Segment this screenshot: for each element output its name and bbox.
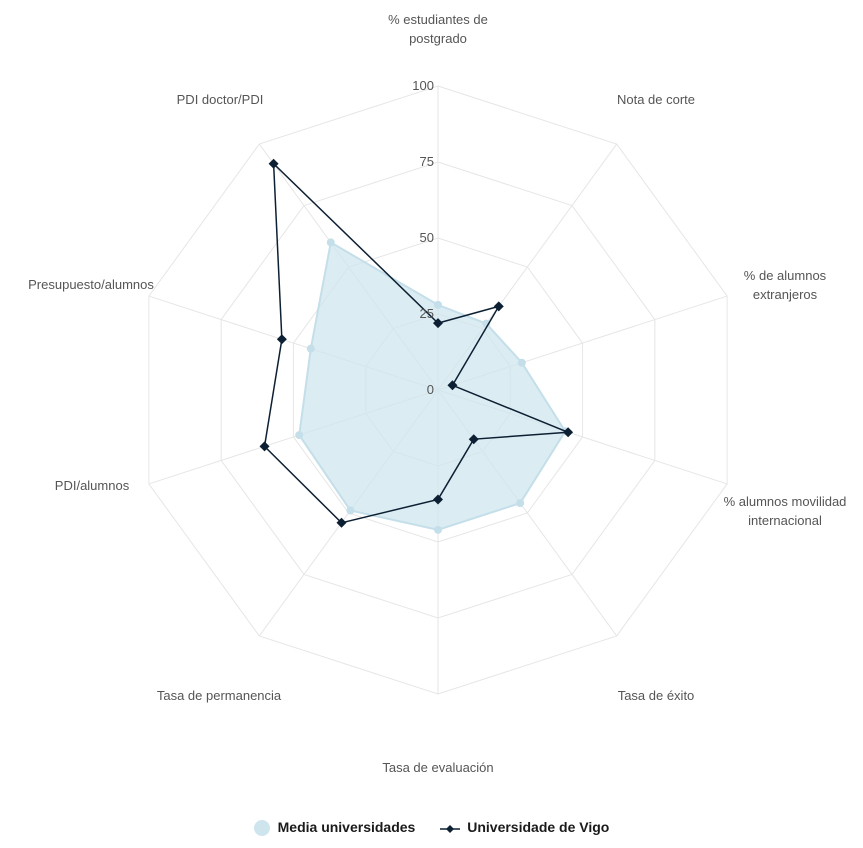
legend-marker-vigo (440, 824, 461, 833)
tick-label: 75 (420, 154, 434, 169)
data-point-vigo[interactable] (268, 158, 279, 169)
data-point-media[interactable] (326, 238, 335, 247)
category-labels: % estudiantes de postgrado Nota de corte % … (28, 12, 846, 775)
data-point-vigo[interactable] (336, 517, 347, 528)
radial-tick-labels: 0 25 50 75 100 (412, 78, 434, 397)
data-point-vigo[interactable] (493, 301, 504, 312)
legend-label-media: Media universidades (277, 818, 416, 835)
data-point-vigo[interactable] (433, 494, 443, 505)
data-point-media[interactable] (516, 499, 525, 508)
category-label: Tasa de evaluación (382, 760, 493, 775)
data-point-vigo[interactable] (259, 441, 270, 452)
tick-label: 50 (420, 230, 434, 245)
data-point-media[interactable] (346, 506, 355, 515)
category-label: % de alumnos extranjeros (744, 268, 827, 302)
data-point-media[interactable] (517, 358, 526, 367)
data-point-vigo[interactable] (447, 380, 458, 391)
data-point-media[interactable] (306, 344, 315, 353)
category-label: % alumnos movilidad internacional (724, 494, 847, 528)
tick-label: 25 (420, 306, 434, 321)
category-label: PDI doctor/PDI (177, 92, 264, 107)
category-label: Presupuesto/alumnos (28, 277, 154, 292)
data-point-vigo[interactable] (563, 427, 574, 438)
legend-label-vigo: Universidade de Vigo (467, 819, 610, 836)
legend-item-media[interactable]: Media universidades (253, 818, 416, 836)
category-label: Tasa de permanencia (157, 688, 282, 703)
category-label: PDI/alumnos (55, 478, 130, 493)
data-point-vigo[interactable] (276, 334, 287, 345)
legend-marker-media (253, 819, 270, 836)
tick-label: 100 (412, 78, 434, 93)
category-label: Nota de corte (617, 92, 695, 107)
legend: Media universidades Universidade de Vigo (0, 818, 863, 836)
data-point-media[interactable] (434, 525, 442, 534)
tick-label: 0 (427, 382, 434, 397)
category-label: % estudiantes de postgrado (388, 12, 488, 46)
data-point-vigo[interactable] (468, 434, 479, 445)
data-point-vigo[interactable] (433, 318, 443, 329)
data-point-media[interactable] (295, 431, 304, 440)
legend-item-vigo[interactable]: Universidade de Vigo (439, 819, 609, 835)
category-label: Tasa de éxito (618, 688, 695, 703)
data-point-media[interactable] (434, 300, 442, 309)
radar-series (259, 158, 574, 534)
